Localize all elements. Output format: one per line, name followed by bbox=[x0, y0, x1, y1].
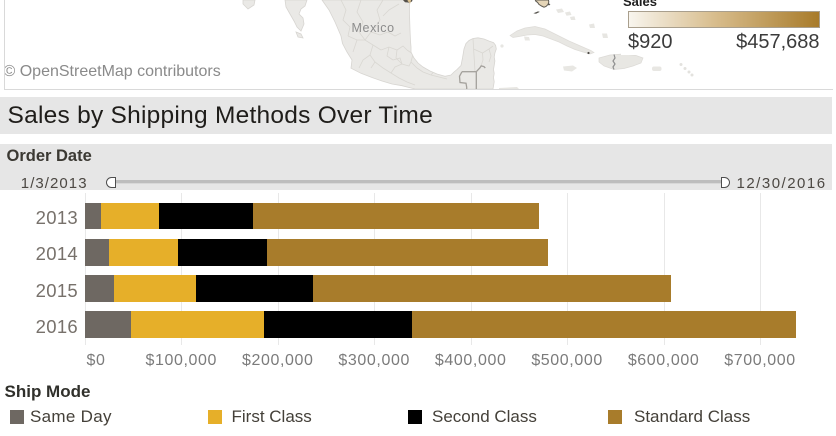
svg-text:Mexico: Mexico bbox=[352, 21, 395, 35]
